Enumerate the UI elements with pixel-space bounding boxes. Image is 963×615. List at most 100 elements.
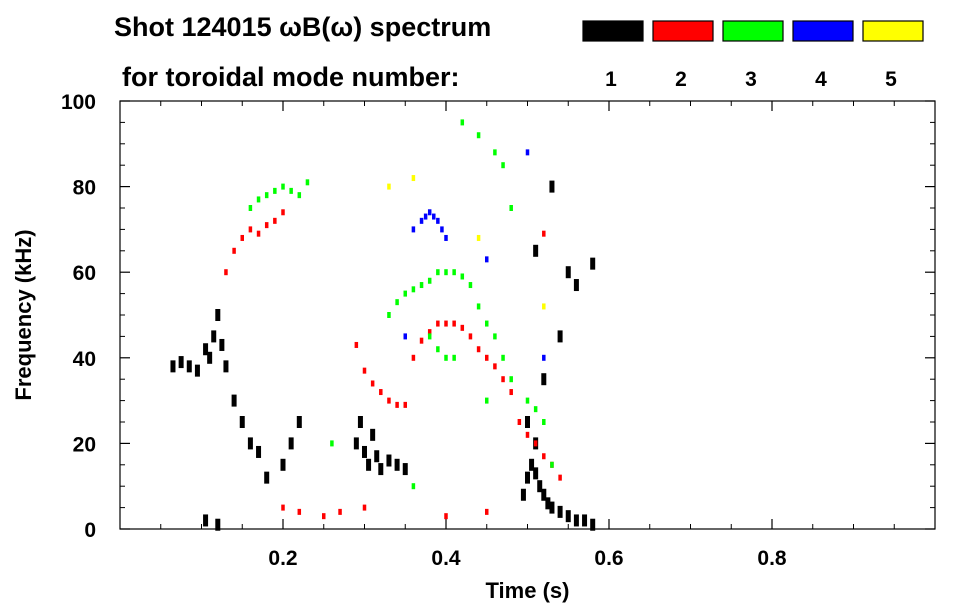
data-point [330, 440, 334, 447]
legend-item-5: 5 [862, 20, 924, 91]
data-point [509, 376, 513, 383]
data-point [370, 428, 376, 441]
legend: 1 2 3 4 5 [582, 20, 924, 91]
y-tick-label: 40 [73, 348, 96, 371]
data-point [379, 389, 383, 396]
data-point [444, 513, 448, 520]
data-point [436, 346, 440, 353]
data-point [476, 303, 481, 310]
y-tick-label: 0 [84, 519, 96, 542]
data-point [403, 290, 407, 297]
data-point [493, 333, 497, 340]
data-point [203, 343, 209, 356]
legend-item-4: 4 [792, 20, 854, 91]
data-point [203, 514, 209, 527]
data-point [281, 183, 285, 190]
data-point [542, 354, 546, 361]
legend-label: 3 [745, 68, 757, 91]
data-point [403, 401, 407, 408]
data-point [525, 397, 530, 404]
data-point [419, 337, 424, 344]
data-point [549, 501, 555, 514]
data-point [224, 269, 228, 276]
data-point [386, 454, 392, 467]
series-mode-1 [170, 180, 596, 531]
data-point [452, 320, 456, 327]
data-point [460, 273, 465, 280]
chart-title: Shot 124015 ωB(ω) spectrum [114, 12, 491, 42]
data-point [273, 217, 277, 224]
data-point [387, 183, 391, 190]
data-point [476, 346, 481, 353]
data-point [378, 463, 384, 476]
y-tick-label: 60 [73, 262, 96, 285]
data-point [186, 360, 192, 373]
chart-subtitle: for toroidal mode number: [122, 62, 460, 92]
data-point [289, 187, 293, 194]
data-point [305, 179, 310, 186]
y-tick-label: 100 [61, 91, 96, 114]
data-point [247, 437, 253, 450]
legend-label: 4 [815, 68, 827, 91]
series-mode-3 [248, 119, 554, 490]
plot-frame [119, 100, 936, 530]
y-tick-label: 20 [73, 433, 96, 456]
data-point [297, 192, 302, 199]
data-point [296, 416, 302, 428]
x-axis-label: Time (s) [486, 578, 570, 603]
data-point [493, 363, 497, 370]
data-point [281, 209, 285, 216]
legend-label: 5 [885, 68, 897, 91]
data-point [476, 132, 481, 139]
data-point [248, 226, 253, 233]
data-point [436, 320, 440, 327]
data-point [256, 196, 261, 203]
legend-swatch [862, 20, 924, 42]
data-point [436, 269, 440, 276]
data-point [557, 330, 563, 343]
data-point [444, 354, 448, 361]
data-point [542, 230, 546, 237]
data-point [558, 474, 562, 481]
data-point [501, 376, 505, 383]
data-point [509, 205, 513, 211]
data-point [256, 445, 262, 458]
legend-swatch [652, 20, 714, 42]
data-point [541, 373, 547, 386]
data-point [427, 209, 432, 216]
data-point [550, 461, 554, 468]
data-point [194, 364, 200, 377]
data-point [211, 330, 217, 343]
data-point [542, 303, 546, 310]
data-point [525, 471, 530, 484]
data-point [427, 277, 432, 284]
data-point [501, 354, 505, 361]
data-point [452, 269, 456, 276]
data-point [557, 505, 563, 518]
data-point [533, 467, 539, 480]
data-point [273, 187, 277, 194]
data-point [549, 180, 555, 193]
data-point [387, 397, 391, 404]
data-point [357, 416, 363, 428]
data-point [288, 437, 294, 450]
series-mode-5 [387, 175, 546, 310]
data-point [264, 471, 270, 484]
data-point [207, 351, 213, 364]
data-point [517, 419, 522, 425]
data-point [411, 483, 416, 490]
series-mode-4 [403, 149, 546, 361]
data-point [485, 320, 489, 327]
data-point [533, 440, 538, 447]
data-point [573, 514, 579, 527]
data-point [370, 380, 375, 387]
plot-area: 0 20 40 60 80 100 0.2 0.4 0.6 0.8 [61, 91, 936, 570]
data-point [493, 149, 497, 156]
data-point [395, 401, 399, 408]
data-point [565, 510, 571, 523]
data-point [231, 394, 237, 407]
data-point [178, 356, 184, 369]
data-point [374, 450, 380, 463]
data-point [423, 213, 428, 220]
data-point [280, 458, 286, 471]
